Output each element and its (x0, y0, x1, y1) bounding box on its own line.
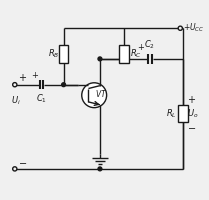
Text: $C_2$: $C_2$ (144, 39, 155, 51)
Circle shape (13, 83, 17, 87)
Circle shape (13, 167, 17, 171)
Text: +: + (187, 95, 195, 105)
Text: $R_L$: $R_L$ (166, 108, 177, 120)
Text: $U_o$: $U_o$ (187, 108, 198, 120)
Circle shape (82, 83, 107, 108)
Text: $R_C$: $R_C$ (130, 48, 141, 60)
Text: +: + (31, 71, 38, 80)
Bar (119, 45, 129, 63)
Text: $U_i$: $U_i$ (11, 94, 21, 107)
Text: +: + (18, 73, 26, 83)
Circle shape (178, 26, 182, 30)
Circle shape (98, 167, 102, 171)
Text: $R_B$: $R_B$ (48, 48, 60, 60)
Text: $-$: $-$ (18, 157, 27, 167)
Text: $VT$: $VT$ (95, 88, 107, 99)
Bar (178, 105, 188, 122)
Circle shape (62, 83, 65, 87)
Bar (59, 45, 68, 63)
Text: $-$: $-$ (187, 122, 196, 132)
Text: $+U_{CC}$: $+U_{CC}$ (183, 22, 205, 34)
Text: $C_1$: $C_1$ (36, 92, 47, 105)
Circle shape (98, 57, 102, 61)
Text: +: + (138, 43, 144, 52)
